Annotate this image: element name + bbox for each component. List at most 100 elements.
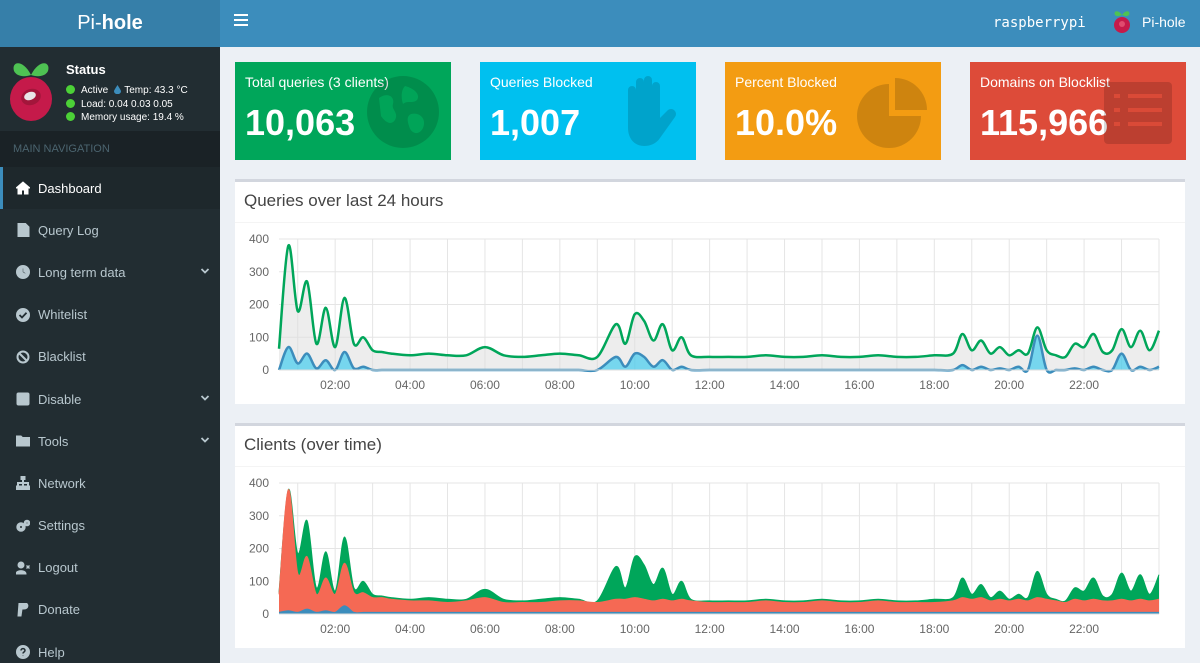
network-icon bbox=[16, 476, 30, 491]
clients-chart[interactable]: 0 100 200 300 400 02:00 04:00 06:00 08:00 10:00 12… bbox=[235, 426, 1185, 648]
sidebar-item-label: Help bbox=[38, 644, 65, 660]
sidebar-item-dashboard[interactable]: Dashboard bbox=[0, 167, 220, 210]
hostname-label: raspberrypi bbox=[993, 15, 1086, 31]
chevron-down-icon bbox=[200, 437, 210, 443]
y-tick-label: 400 bbox=[249, 232, 269, 246]
status-panel: Status Active Temp: 43.3 °C Load: 0.04 0.… bbox=[0, 47, 220, 131]
sidebar-item-label: Donate bbox=[38, 602, 80, 618]
x-tick-label: 10:00 bbox=[620, 622, 650, 636]
stat-total-queries: Total queries (3 clients) 10,063 bbox=[235, 62, 451, 160]
raspberry-logo-icon bbox=[1114, 11, 1130, 33]
x-tick-label: 16:00 bbox=[844, 622, 874, 636]
chevron-down-icon bbox=[200, 268, 210, 275]
raspberry-logo-icon bbox=[10, 63, 52, 121]
y-tick-label: 100 bbox=[249, 574, 269, 588]
file-icon bbox=[17, 223, 30, 238]
thermometer-drop-icon bbox=[114, 85, 122, 94]
y-tick-label: 100 bbox=[249, 330, 269, 344]
stat-label: Queries Blocked bbox=[490, 74, 593, 90]
sidebar-item-label: Disable bbox=[38, 391, 82, 407]
stat-label: Domains on Blocklist bbox=[980, 74, 1110, 90]
sidebar-item-query-log[interactable]: Query Log bbox=[0, 209, 220, 251]
clients-chart-panel: Clients (over time) 0 100 200 300 400 02:00 04… bbox=[235, 423, 1185, 648]
stat-domains-blocklist: Domains on Blocklist 115,966 bbox=[970, 62, 1186, 160]
top-navbar: raspberrypi Pi-hole bbox=[220, 0, 1200, 47]
sidebar-item-label: Logout bbox=[38, 560, 78, 576]
list-alt-icon bbox=[1104, 82, 1172, 144]
sidebar-item-label: Tools bbox=[38, 433, 69, 449]
check-circle-icon bbox=[16, 307, 30, 322]
queries-chart[interactable]: 0 100 200 300 400 02:00 04:00 06:00 08:00 10:00 12… bbox=[235, 182, 1185, 404]
stat-value: 10,063 bbox=[245, 102, 356, 143]
user-menu[interactable]: Pi-hole bbox=[1112, 8, 1186, 36]
x-tick-label: 04:00 bbox=[395, 378, 425, 392]
stat-queries-blocked: Queries Blocked 1,007 bbox=[480, 62, 696, 160]
sidebar-item-label: Blacklist bbox=[38, 349, 86, 365]
sidebar-item-label: Settings bbox=[38, 518, 85, 534]
grid-lines bbox=[279, 482, 1160, 615]
series-area-0 bbox=[279, 245, 1159, 370]
clients-chart-title: Clients (over time) bbox=[244, 435, 382, 454]
question-circle-icon bbox=[16, 645, 30, 660]
status-active: Active bbox=[81, 85, 109, 96]
x-tick-label: 02:00 bbox=[320, 622, 350, 636]
sidebar-item-whitelist[interactable]: Whitelist bbox=[0, 294, 220, 336]
app-logo[interactable]: Pi-hole bbox=[0, 0, 220, 47]
x-tick-label: 08:00 bbox=[545, 622, 575, 636]
sidebar-item-blacklist[interactable]: Blacklist bbox=[0, 336, 220, 378]
stat-percent-blocked: Percent Blocked 10.0% bbox=[725, 62, 941, 160]
paypal-icon bbox=[17, 602, 29, 617]
series-line-2 bbox=[278, 489, 1160, 604]
folder-icon bbox=[16, 435, 30, 447]
sidebar-item-label: Whitelist bbox=[38, 307, 88, 323]
status-load: Load: 0.04 0.03 0.05 bbox=[81, 98, 173, 110]
memory-dot-icon bbox=[66, 112, 75, 121]
sidebar-item-disable[interactable]: Disable bbox=[0, 378, 220, 420]
series-line-0 bbox=[278, 605, 1159, 614]
gears-icon bbox=[16, 519, 30, 532]
user-label: Pi-hole bbox=[1142, 14, 1186, 30]
status-lines: Active Temp: 43.3 °C Load: 0.04 0.03 0.05… bbox=[66, 84, 188, 125]
x-tick-label: 10:00 bbox=[620, 378, 650, 392]
logo-text-bold: hole bbox=[101, 12, 143, 34]
sidebar-item-long-term-data[interactable]: Long term data bbox=[0, 251, 220, 293]
sidebar-item-logout[interactable]: Logout bbox=[0, 547, 220, 589]
sidebar-item-tools[interactable]: Tools bbox=[0, 420, 220, 462]
stop-icon bbox=[16, 392, 30, 406]
sidebar: Status Active Temp: 43.3 °C Load: 0.04 0.… bbox=[0, 47, 220, 663]
x-tick-label: 04:00 bbox=[395, 622, 425, 636]
status-memory: Memory usage: 19.4 % bbox=[81, 112, 184, 123]
sidebar-item-donate[interactable]: Donate bbox=[0, 589, 220, 631]
user-times-icon bbox=[16, 561, 30, 575]
sidebar-item-network[interactable]: Network bbox=[0, 462, 220, 504]
y-tick-label: 400 bbox=[249, 476, 269, 490]
logo-text-light: Pi- bbox=[77, 12, 102, 34]
status-dot-icon bbox=[66, 85, 75, 94]
y-tick-label: 200 bbox=[249, 298, 269, 312]
x-tick-label: 02:00 bbox=[320, 378, 350, 392]
queries-chart-title: Queries over last 24 hours bbox=[244, 191, 444, 210]
sidebar-item-label: Long term data bbox=[38, 264, 126, 280]
x-tick-label: 08:00 bbox=[545, 378, 575, 392]
globe-icon bbox=[367, 76, 439, 148]
sidebar-toggle-icon[interactable] bbox=[234, 14, 248, 28]
x-tick-label: 22:00 bbox=[1069, 622, 1099, 636]
stat-value: 10.0% bbox=[735, 102, 838, 143]
sidebar-item-help[interactable]: Help bbox=[0, 631, 220, 663]
chevron-down-icon bbox=[200, 395, 210, 401]
y-tick-label: 200 bbox=[249, 542, 269, 556]
x-tick-label: 12:00 bbox=[695, 622, 725, 636]
y-tick-label: 300 bbox=[249, 265, 269, 279]
x-tick-label: 18:00 bbox=[919, 378, 949, 392]
x-tick-label: 22:00 bbox=[1069, 378, 1099, 392]
x-tick-label: 20:00 bbox=[994, 622, 1024, 636]
x-tick-label: 18:00 bbox=[919, 622, 949, 636]
sidebar-item-settings[interactable]: Settings bbox=[0, 505, 220, 547]
series-area-1 bbox=[279, 489, 1159, 614]
nav-list: Dashboard Query Log Long term data Whitelis… bbox=[0, 167, 220, 663]
series-area-0 bbox=[279, 605, 1159, 614]
status-temp: Temp: 43.3 °C bbox=[124, 85, 188, 96]
series-area-2 bbox=[279, 489, 1159, 614]
stat-value: 115,966 bbox=[980, 102, 1109, 143]
sidebar-item-label: Dashboard bbox=[38, 180, 102, 196]
